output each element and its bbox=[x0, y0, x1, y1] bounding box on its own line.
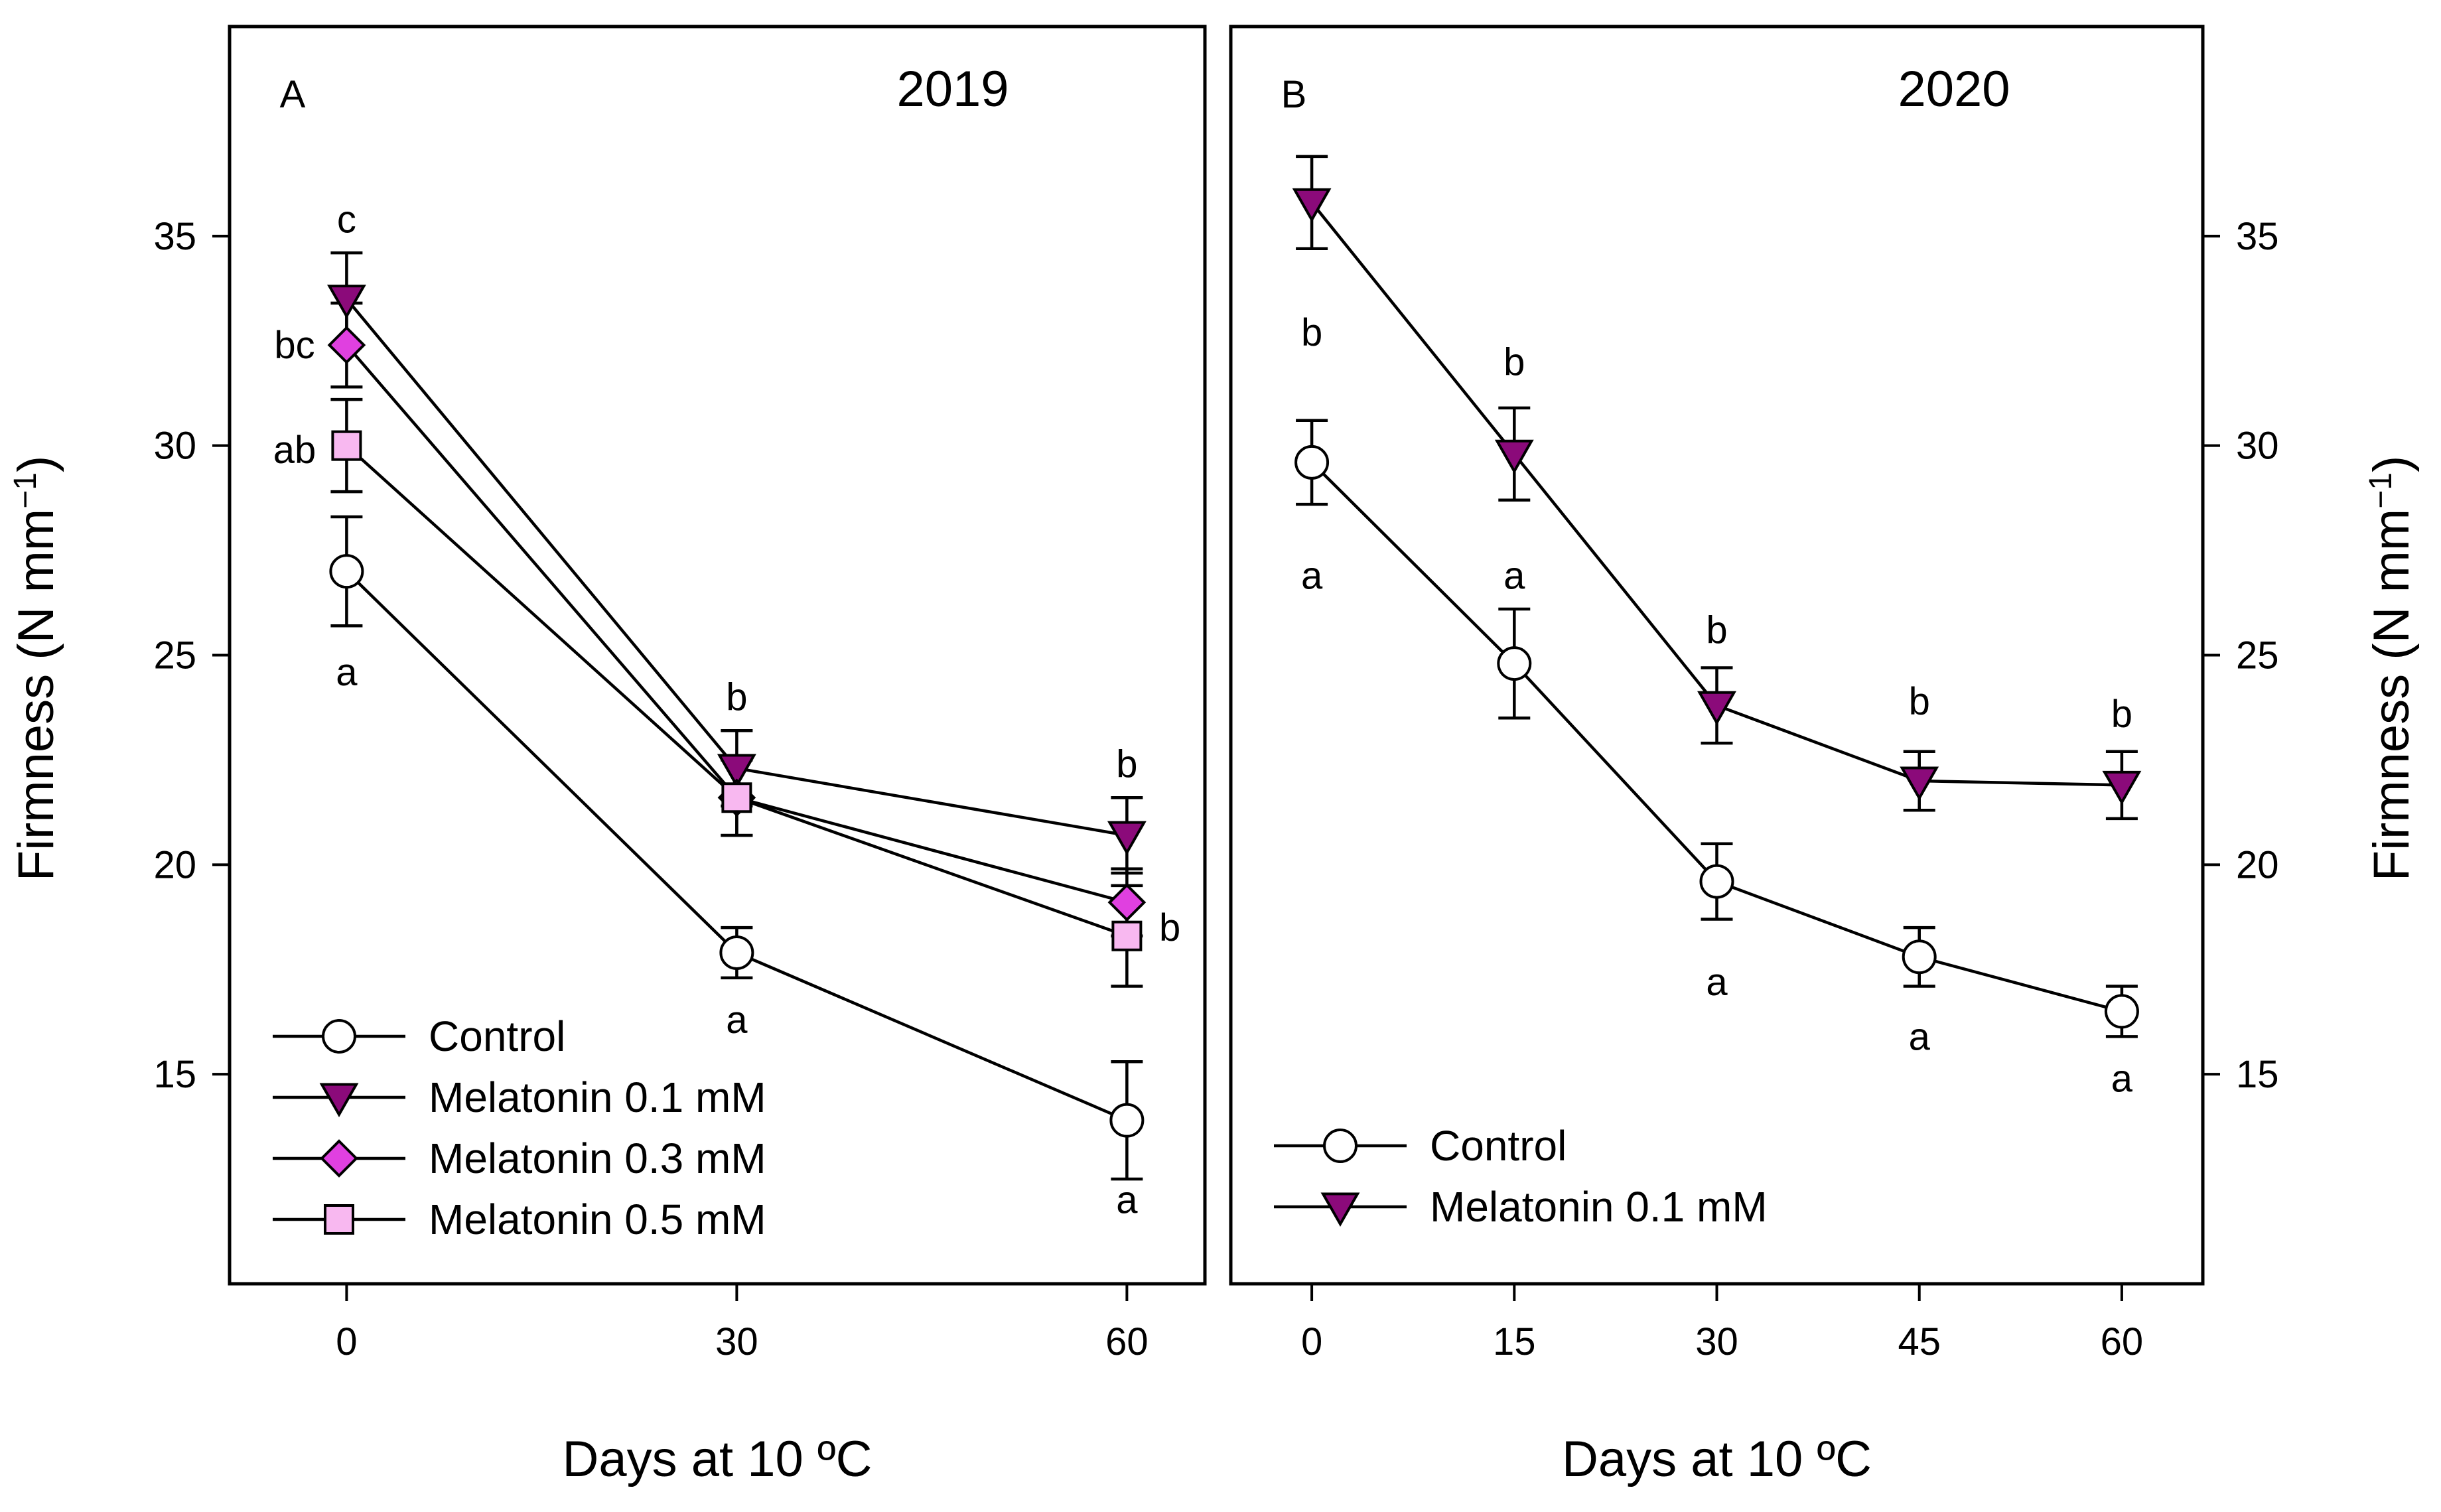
data-point bbox=[1902, 939, 1937, 975]
legend-label: Control bbox=[429, 1012, 565, 1060]
data-point bbox=[1494, 439, 1534, 474]
data-point bbox=[1294, 445, 1330, 480]
x-tick-label: 30 bbox=[1695, 1320, 1738, 1363]
data-point bbox=[1111, 920, 1143, 951]
data-point bbox=[721, 782, 752, 813]
data-point bbox=[2102, 770, 2142, 805]
panel-letter: B bbox=[1281, 73, 1307, 116]
data-point bbox=[1107, 883, 1147, 922]
data-point bbox=[1699, 864, 1734, 899]
legend-marker bbox=[1323, 1129, 1358, 1163]
y-axis-title: Firmness (N mm−1) bbox=[2363, 456, 2420, 882]
panel-a: 0 30 60 15 20 25 30 35 Days at 10 ºC Firmness (N … bbox=[8, 25, 1207, 1487]
significance-label: b bbox=[1909, 680, 1930, 723]
data-point bbox=[326, 285, 366, 319]
panel-letter: A bbox=[280, 73, 306, 116]
legend-marker bbox=[320, 1139, 358, 1178]
x-axis-title: Days at 10 ºC bbox=[1562, 1431, 1872, 1487]
significance-label: a bbox=[1116, 1179, 1138, 1222]
significance-label: a bbox=[1706, 961, 1728, 1004]
y-tick-label: 15 bbox=[153, 1053, 196, 1096]
x-tick-label: 60 bbox=[2101, 1320, 2144, 1363]
data-point bbox=[1900, 766, 1939, 801]
legend-marker bbox=[324, 1204, 354, 1235]
y-tick-label: 35 bbox=[2236, 215, 2279, 258]
significance-label: a bbox=[2111, 1057, 2133, 1100]
y-tick-label: 25 bbox=[153, 634, 196, 677]
significance-label: b bbox=[1116, 743, 1137, 786]
data-point bbox=[2104, 994, 2139, 1029]
y-tick-label: 20 bbox=[153, 843, 196, 886]
significance-label: a bbox=[336, 651, 358, 694]
legend-marker bbox=[1320, 1192, 1360, 1227]
legend-label: Melatonin 0.3 mM bbox=[429, 1134, 766, 1182]
significance-label: b bbox=[1706, 609, 1727, 652]
y-tick-label: 15 bbox=[2236, 1053, 2279, 1096]
year-label: 2019 bbox=[896, 61, 1009, 117]
significance-label: ab bbox=[273, 429, 316, 472]
legend-label: Melatonin 0.1 mM bbox=[1430, 1183, 1768, 1231]
data-point bbox=[1109, 1103, 1145, 1138]
x-tick-label: 60 bbox=[1105, 1320, 1149, 1363]
y-tick-label: 25 bbox=[2236, 634, 2279, 677]
y-tick-label: 20 bbox=[2236, 843, 2279, 886]
legend-marker bbox=[322, 1019, 356, 1054]
legend-label: Control bbox=[1430, 1122, 1567, 1170]
y-tick-label: 30 bbox=[2236, 425, 2279, 468]
data-point bbox=[327, 326, 366, 364]
year-label: 2020 bbox=[1898, 61, 2010, 117]
data-point bbox=[1497, 646, 1532, 681]
data-point bbox=[329, 554, 364, 589]
legend-label: Melatonin 0.1 mM bbox=[429, 1073, 766, 1121]
significance-label: b bbox=[726, 676, 747, 719]
significance-label: a bbox=[1503, 554, 1525, 597]
x-tick-label: 0 bbox=[336, 1320, 357, 1363]
x-axis-title: Days at 10 ºC bbox=[562, 1431, 872, 1487]
data-point bbox=[1292, 188, 1332, 223]
y-axis-title: Firmness (N mm−1) bbox=[8, 456, 65, 882]
y-tick-label: 30 bbox=[153, 425, 196, 468]
significance-label: a bbox=[1301, 554, 1323, 597]
significance-label: b bbox=[1301, 311, 1322, 354]
data-point bbox=[1697, 691, 1736, 726]
significance-label: bc bbox=[274, 324, 314, 367]
significance-label: b bbox=[1159, 906, 1180, 949]
data-point bbox=[331, 430, 362, 461]
legend-label: Melatonin 0.5 mM bbox=[429, 1196, 766, 1243]
significance-label: b bbox=[2111, 693, 2132, 736]
significance-label: c bbox=[337, 198, 356, 241]
x-tick-label: 45 bbox=[1898, 1320, 1941, 1363]
significance-label: b bbox=[1503, 340, 1525, 383]
y-tick-label: 35 bbox=[153, 215, 196, 258]
legend-marker bbox=[319, 1083, 359, 1118]
y-axis-title-superscript: −1 bbox=[8, 472, 43, 509]
x-tick-label: 30 bbox=[715, 1320, 758, 1363]
plot-frame bbox=[1229, 25, 2205, 1286]
significance-label: a bbox=[1909, 1015, 1931, 1058]
y-axis-title-superscript: −1 bbox=[2363, 472, 2399, 509]
panel-b: 0 15 30 45 60 15 20 25 30 35 Days at 10 ºC Firmness… bbox=[1229, 25, 2420, 1487]
significance-label: a bbox=[726, 998, 748, 1042]
data-point bbox=[719, 935, 754, 970]
data-point bbox=[717, 754, 756, 789]
x-tick-label: 15 bbox=[1493, 1320, 1536, 1363]
x-tick-label: 0 bbox=[1301, 1320, 1322, 1363]
data-point bbox=[1107, 821, 1147, 856]
